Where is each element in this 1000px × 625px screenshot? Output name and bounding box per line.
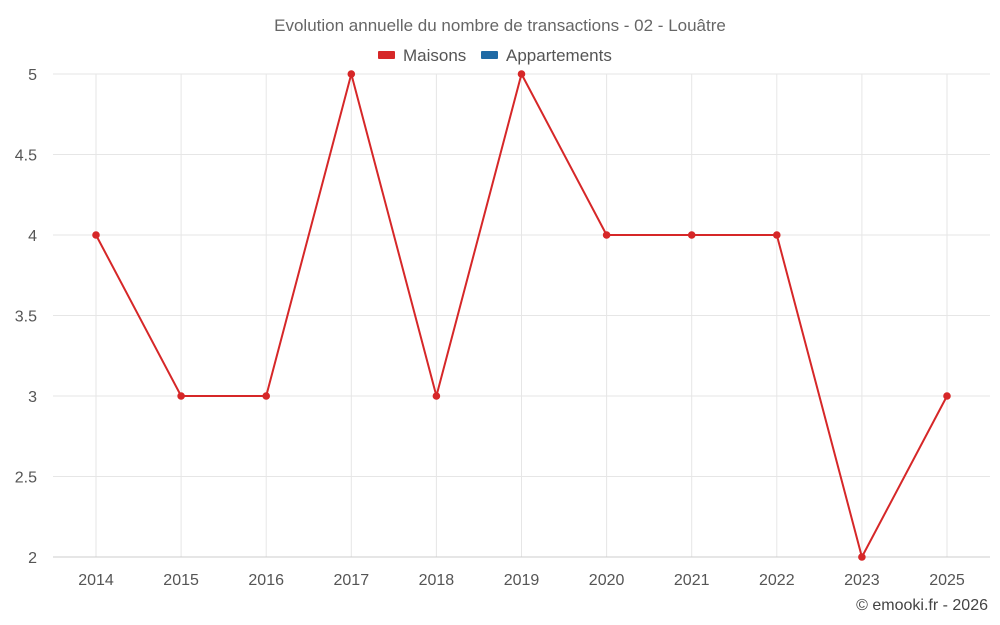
x-axis-ticks: 2014 2015 2016 2017 2018 2019 2020 2021 2022 2023…: [78, 572, 965, 589]
data-point-2022[interactable]: [773, 231, 781, 239]
y-tick-label: 5: [28, 67, 37, 84]
y-tick-label: 3.5: [15, 309, 37, 326]
x-tick-label: 2023: [844, 572, 880, 589]
legend-swatch-appartements: [481, 51, 498, 59]
legend-label-maisons[interactable]: Maisons: [403, 46, 466, 65]
legend-swatch-maisons: [378, 51, 395, 59]
x-tick-label: 2019: [504, 572, 540, 589]
x-tick-label: 2015: [163, 572, 199, 589]
y-tick-label: 4: [28, 228, 37, 245]
legend-label-appartements[interactable]: Appartements: [506, 46, 612, 65]
data-point-2023[interactable]: [858, 553, 866, 561]
x-tick-label: 2025: [929, 572, 965, 589]
y-tick-label: 2: [28, 550, 37, 567]
y-tick-label: 2.5: [15, 470, 37, 487]
chart-title: Evolution annuelle du nombre de transact…: [274, 16, 726, 35]
x-gridlines: [95, 74, 948, 557]
x-tick-label: 2021: [674, 572, 710, 589]
x-tick-label: 2020: [589, 572, 625, 589]
y-tick-label: 3: [28, 389, 37, 406]
x-tick-label: 2014: [78, 572, 114, 589]
x-tick-label: 2022: [759, 572, 795, 589]
data-point-2015[interactable]: [177, 392, 185, 400]
data-point-2018[interactable]: [432, 392, 441, 400]
data-point-2021[interactable]: [687, 231, 696, 239]
y-tick-label: 4.5: [15, 148, 37, 165]
data-point-2014[interactable]: [92, 231, 100, 239]
y-axis-ticks: 2 2.5 3 3.5 4 4.5 5: [15, 67, 37, 567]
data-point-2020[interactable]: [602, 231, 611, 239]
data-point-2025[interactable]: [943, 392, 951, 400]
data-point-2016[interactable]: [262, 392, 271, 400]
x-tick-label: 2018: [419, 572, 455, 589]
data-point-2017[interactable]: [347, 70, 356, 78]
x-tick-label: 2016: [248, 572, 284, 589]
data-point-2019[interactable]: [517, 70, 526, 78]
x-tick-label: 2017: [334, 572, 370, 589]
legend: Maisons Appartements: [378, 46, 612, 65]
credit-text: © emooki.fr - 2026: [856, 597, 988, 614]
series-maisons: [92, 70, 951, 561]
